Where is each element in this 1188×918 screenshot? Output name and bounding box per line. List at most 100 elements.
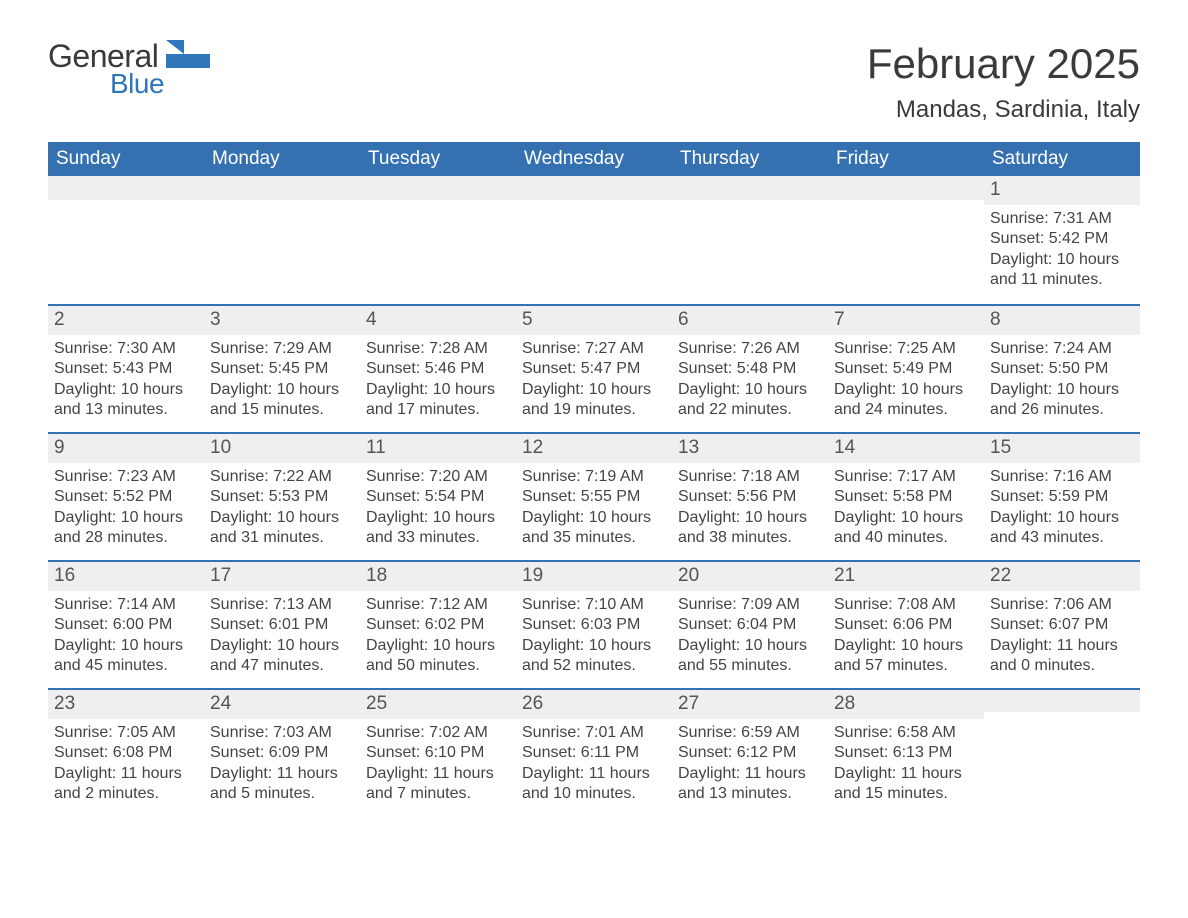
- day-number: 26: [516, 688, 672, 719]
- sunrise-line: Sunrise: 7:27 AM: [522, 339, 666, 359]
- sunset-line: Sunset: 5:42 PM: [990, 229, 1134, 249]
- calendar-day-cell: 27Sunrise: 6:59 AMSunset: 6:12 PMDayligh…: [672, 688, 828, 816]
- sunset-line: Sunset: 6:00 PM: [54, 615, 198, 635]
- daylight-line: Daylight: 10 hours and 47 minutes.: [210, 636, 354, 677]
- calendar-day-cell: 10 Sunrise: 7:22 AMSunset: 5:53 PMDayligh…: [204, 432, 360, 560]
- sunrise-line: Sunrise: 7:24 AM: [990, 339, 1134, 359]
- daylight-line: Daylight: 10 hours and 35 minutes.: [522, 508, 666, 549]
- day-body: Sunrise: 6:59 AMSunset: 6:12 PMDaylight:…: [672, 719, 828, 809]
- day-number: 8: [984, 304, 1140, 335]
- sunrise-line: Sunrise: 7:16 AM: [990, 467, 1134, 487]
- day-body: Sunrise: 7:18 AMSunset: 5:56 PMDaylight:…: [672, 463, 828, 553]
- brand-mark-icon: [166, 40, 210, 68]
- calendar-day-cell: 12Sunrise: 7:19 AMSunset: 5:55 PMDayligh…: [516, 432, 672, 560]
- calendar-week-row: 16Sunrise: 7:14 AMSunset: 6:00 PMDayligh…: [48, 560, 1140, 688]
- title-block: February 2025 Mandas, Sardinia, Italy: [867, 40, 1140, 124]
- day-number: 22: [984, 560, 1140, 591]
- sunrise-line: Sunrise: 7:29 AM: [210, 339, 354, 359]
- sunrise-line: Sunrise: 7:23 AM: [54, 467, 198, 487]
- day-number-bar: [984, 688, 1140, 712]
- calendar-day-cell: [204, 176, 360, 304]
- day-number: 6: [672, 304, 828, 335]
- day-number: 10: [204, 432, 360, 463]
- calendar-day-cell: [984, 688, 1140, 816]
- daylight-line: Daylight: 10 hours and 33 minutes.: [366, 508, 510, 549]
- calendar-day-cell: 28Sunrise: 6:58 AMSunset: 6:13 PMDayligh…: [828, 688, 984, 816]
- calendar-day-cell: 5Sunrise: 7:27 AMSunset: 5:47 PMDaylight…: [516, 304, 672, 432]
- sunrise-line: Sunrise: 7:08 AM: [834, 595, 978, 615]
- sunrise-line: Sunrise: 7:22 AM: [210, 467, 354, 487]
- calendar-day-cell: 4Sunrise: 7:28 AMSunset: 5:46 PMDaylight…: [360, 304, 516, 432]
- sunset-line: Sunset: 5:53 PM: [210, 487, 354, 507]
- day-body: Sunrise: 7:03 AMSunset: 6:09 PMDaylight:…: [204, 719, 360, 809]
- day-body: Sunrise: 7:25 AMSunset: 5:49 PMDaylight:…: [828, 335, 984, 425]
- calendar-day-cell: 6Sunrise: 7:26 AMSunset: 5:48 PMDaylight…: [672, 304, 828, 432]
- sunset-line: Sunset: 5:54 PM: [366, 487, 510, 507]
- day-body: Sunrise: 7:17 AMSunset: 5:58 PMDaylight:…: [828, 463, 984, 553]
- calendar-week-row: 23Sunrise: 7:05 AMSunset: 6:08 PMDayligh…: [48, 688, 1140, 816]
- brand-wordmark: General Blue: [48, 40, 164, 98]
- daylight-line: Daylight: 10 hours and 55 minutes.: [678, 636, 822, 677]
- calendar-day-cell: 2Sunrise: 7:30 AMSunset: 5:43 PMDaylight…: [48, 304, 204, 432]
- sunrise-line: Sunrise: 7:25 AM: [834, 339, 978, 359]
- daylight-line: Daylight: 10 hours and 43 minutes.: [990, 508, 1134, 549]
- sunset-line: Sunset: 5:45 PM: [210, 359, 354, 379]
- day-number: 2: [48, 304, 204, 335]
- day-number: 20: [672, 560, 828, 591]
- day-number: 1: [984, 176, 1140, 205]
- sunrise-line: Sunrise: 7:14 AM: [54, 595, 198, 615]
- daylight-line: Daylight: 10 hours and 19 minutes.: [522, 380, 666, 421]
- daylight-line: Daylight: 10 hours and 31 minutes.: [210, 508, 354, 549]
- daylight-line: Daylight: 11 hours and 10 minutes.: [522, 764, 666, 805]
- sunrise-line: Sunrise: 7:30 AM: [54, 339, 198, 359]
- sunrise-line: Sunrise: 6:59 AM: [678, 723, 822, 743]
- sunset-line: Sunset: 6:13 PM: [834, 743, 978, 763]
- day-number: 18: [360, 560, 516, 591]
- sunrise-line: Sunrise: 7:09 AM: [678, 595, 822, 615]
- day-number: 12: [516, 432, 672, 463]
- day-number: 28: [828, 688, 984, 719]
- day-body: Sunrise: 7:26 AMSunset: 5:48 PMDaylight:…: [672, 335, 828, 425]
- day-number-bar: [48, 176, 204, 200]
- day-number: 27: [672, 688, 828, 719]
- location-subtitle: Mandas, Sardinia, Italy: [867, 96, 1140, 124]
- day-body: Sunrise: 7:09 AMSunset: 6:04 PMDaylight:…: [672, 591, 828, 681]
- daylight-line: Daylight: 10 hours and 38 minutes.: [678, 508, 822, 549]
- brand-word-blue: Blue: [48, 70, 164, 98]
- day-number: 14: [828, 432, 984, 463]
- day-body: Sunrise: 7:28 AMSunset: 5:46 PMDaylight:…: [360, 335, 516, 425]
- sunset-line: Sunset: 6:12 PM: [678, 743, 822, 763]
- daylight-line: Daylight: 10 hours and 13 minutes.: [54, 380, 198, 421]
- day-body: Sunrise: 7:01 AMSunset: 6:11 PMDaylight:…: [516, 719, 672, 809]
- sunrise-line: Sunrise: 7:26 AM: [678, 339, 822, 359]
- daylight-line: Daylight: 10 hours and 15 minutes.: [210, 380, 354, 421]
- day-number: 5: [516, 304, 672, 335]
- day-number-bar: [204, 176, 360, 200]
- day-body: Sunrise: 7:16 AMSunset: 5:59 PMDaylight:…: [984, 463, 1140, 553]
- sunset-line: Sunset: 6:03 PM: [522, 615, 666, 635]
- calendar-day-cell: [360, 176, 516, 304]
- day-body: Sunrise: 7:31 AMSunset: 5:42 PMDaylight:…: [984, 205, 1140, 295]
- calendar-day-cell: 19Sunrise: 7:10 AMSunset: 6:03 PMDayligh…: [516, 560, 672, 688]
- day-number: 17: [204, 560, 360, 591]
- calendar-day-cell: 17Sunrise: 7:13 AMSunset: 6:01 PMDayligh…: [204, 560, 360, 688]
- sunset-line: Sunset: 6:04 PM: [678, 615, 822, 635]
- daylight-line: Daylight: 10 hours and 57 minutes.: [834, 636, 978, 677]
- day-body: [48, 200, 204, 208]
- daylight-line: Daylight: 11 hours and 7 minutes.: [366, 764, 510, 805]
- sunrise-line: Sunrise: 7:10 AM: [522, 595, 666, 615]
- day-body: Sunrise: 7:13 AMSunset: 6:01 PMDaylight:…: [204, 591, 360, 681]
- daylight-line: Daylight: 10 hours and 17 minutes.: [366, 380, 510, 421]
- day-body: Sunrise: 7:14 AMSunset: 6:00 PMDaylight:…: [48, 591, 204, 681]
- calendar-week-row: 1Sunrise: 7:31 AMSunset: 5:42 PMDaylight…: [48, 176, 1140, 304]
- calendar-day-cell: 23Sunrise: 7:05 AMSunset: 6:08 PMDayligh…: [48, 688, 204, 816]
- calendar-day-cell: 18Sunrise: 7:12 AMSunset: 6:02 PMDayligh…: [360, 560, 516, 688]
- day-body: Sunrise: 7:12 AMSunset: 6:02 PMDaylight:…: [360, 591, 516, 681]
- calendar-day-cell: 7Sunrise: 7:25 AMSunset: 5:49 PMDaylight…: [828, 304, 984, 432]
- weekday-header: Tuesday: [360, 142, 516, 176]
- sunset-line: Sunset: 6:08 PM: [54, 743, 198, 763]
- sunrise-line: Sunrise: 7:02 AM: [366, 723, 510, 743]
- daylight-line: Daylight: 10 hours and 50 minutes.: [366, 636, 510, 677]
- daylight-line: Daylight: 11 hours and 2 minutes.: [54, 764, 198, 805]
- day-body: [360, 200, 516, 208]
